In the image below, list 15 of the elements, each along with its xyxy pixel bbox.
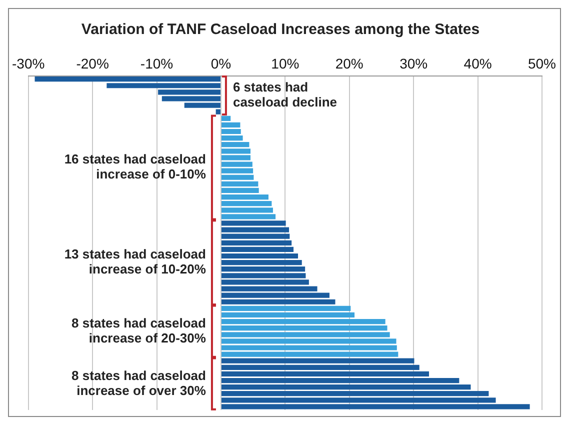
annotation: 8 states had caseload increase of 20-30% bbox=[72, 315, 206, 346]
x-tick-label: 0% bbox=[210, 55, 232, 72]
annotation: 16 states had caseload increase of 0-10% bbox=[64, 152, 206, 182]
x-tick-label: -20% bbox=[76, 55, 109, 72]
annotation: 13 states had caseload increase of 10-20% bbox=[64, 246, 206, 277]
annotation: 6 states had caseload decline bbox=[232, 80, 338, 110]
x-tick-label: 10% bbox=[271, 55, 300, 72]
x-tick-label: 40% bbox=[464, 55, 492, 72]
chart-title: Variation of TANF Caseload Increases among the States bbox=[81, 21, 480, 38]
x-tick-label: 50% bbox=[528, 55, 556, 72]
x-tick-label: 30% bbox=[400, 55, 428, 72]
x-tick-label: -30% bbox=[12, 55, 45, 72]
annotation: 8 states had caseload increase of over 30% bbox=[72, 368, 206, 398]
x-tick-label: 20% bbox=[335, 55, 364, 72]
x-tick-label: -10% bbox=[140, 55, 174, 72]
